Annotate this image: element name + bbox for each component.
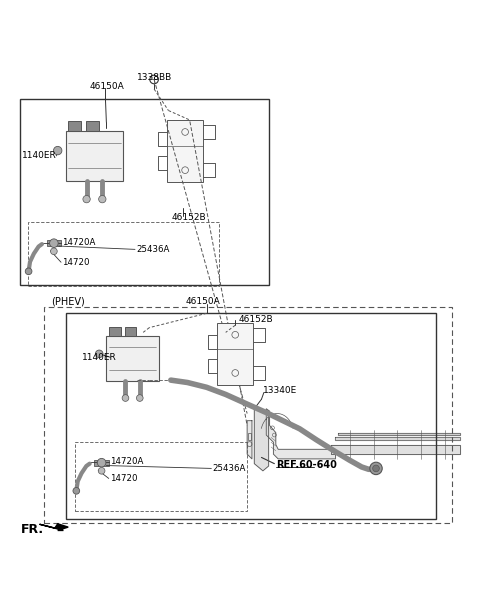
Bar [167,120,203,182]
Bar [85,121,99,131]
Circle shape [99,196,106,203]
Polygon shape [338,432,459,435]
Circle shape [122,395,129,401]
Polygon shape [247,420,252,459]
Bar [75,442,247,511]
Circle shape [73,487,80,494]
Text: 46152B: 46152B [239,315,274,324]
Text: 46150A: 46150A [90,82,124,91]
Bar [44,307,452,523]
Text: FR.: FR. [21,523,44,536]
Bar [107,336,159,382]
Bar [47,240,61,246]
Bar [21,99,269,285]
Circle shape [136,395,143,401]
Polygon shape [331,444,459,454]
Polygon shape [39,524,68,530]
Circle shape [96,350,103,358]
Circle shape [49,239,58,248]
Text: 1140ER: 1140ER [82,353,116,362]
Polygon shape [336,437,459,440]
Text: 1140ER: 1140ER [23,151,57,160]
Text: 25436A: 25436A [136,245,170,254]
Text: 46150A: 46150A [185,297,220,306]
Bar [109,327,120,336]
Text: 14720A: 14720A [62,238,96,247]
Text: 46152B: 46152B [171,213,206,222]
Bar [124,327,136,336]
Text: 25436A: 25436A [213,464,246,473]
Circle shape [53,147,62,155]
Bar [68,121,81,131]
Bar [95,460,109,466]
Text: 14720: 14720 [110,474,138,483]
Text: 14720: 14720 [62,258,90,267]
Circle shape [25,268,32,274]
Bar [217,323,253,385]
Text: (PHEV): (PHEV) [51,297,85,306]
Circle shape [97,459,106,467]
Circle shape [50,248,57,255]
Circle shape [370,462,382,475]
Circle shape [83,196,90,203]
Circle shape [98,468,105,474]
Text: REF.60-640: REF.60-640 [276,460,336,470]
Text: 13340E: 13340E [263,386,297,395]
Text: 1338BB: 1338BB [137,73,173,82]
Bar [66,131,123,181]
Circle shape [372,465,379,472]
Bar [248,433,251,440]
Polygon shape [266,409,336,459]
Text: 14720A: 14720A [110,457,144,466]
Bar [28,222,218,286]
Bar [66,313,436,518]
Polygon shape [254,409,269,471]
